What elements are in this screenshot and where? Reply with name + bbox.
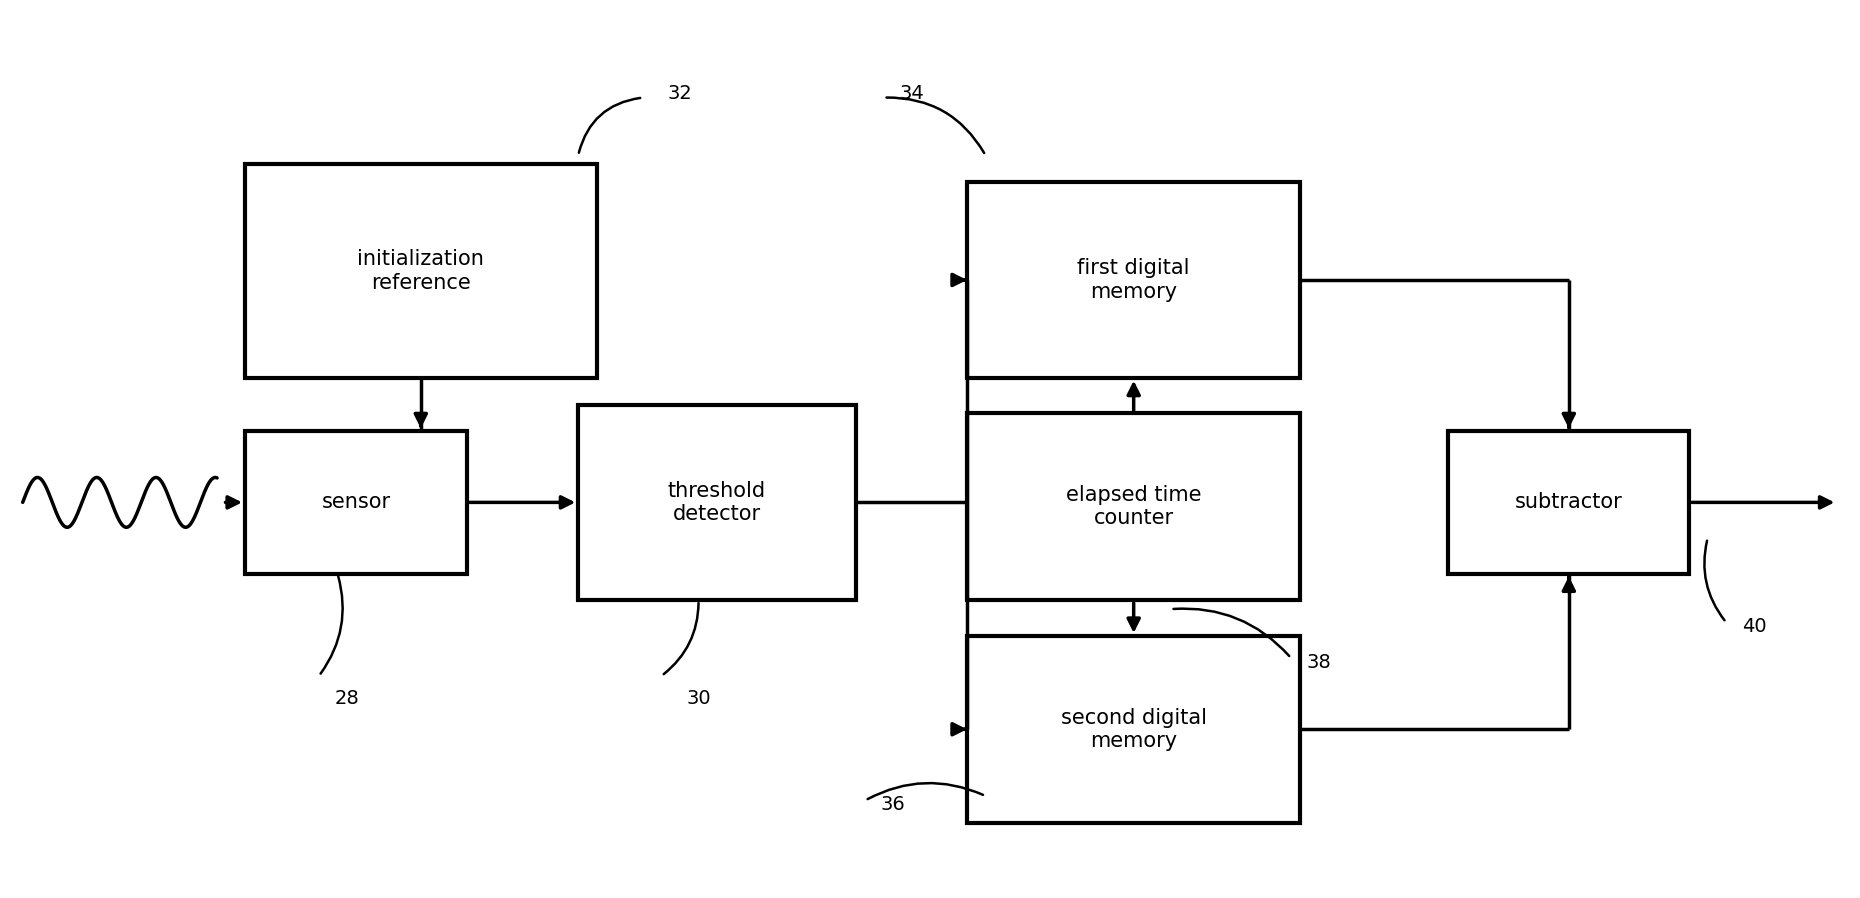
Text: subtractor: subtractor bbox=[1514, 492, 1622, 513]
Text: elapsed time
counter: elapsed time counter bbox=[1066, 485, 1202, 528]
FancyBboxPatch shape bbox=[1449, 431, 1689, 574]
FancyBboxPatch shape bbox=[246, 431, 467, 574]
Text: 30: 30 bbox=[686, 689, 711, 708]
FancyBboxPatch shape bbox=[967, 636, 1300, 823]
Text: 32: 32 bbox=[668, 84, 692, 102]
Text: 36: 36 bbox=[880, 796, 906, 814]
Text: second digital
memory: second digital memory bbox=[1060, 708, 1207, 751]
FancyBboxPatch shape bbox=[246, 164, 597, 378]
FancyBboxPatch shape bbox=[967, 413, 1300, 600]
Text: sensor: sensor bbox=[322, 492, 391, 513]
Text: 40: 40 bbox=[1741, 618, 1767, 637]
Text: 38: 38 bbox=[1306, 653, 1332, 672]
Text: threshold
detector: threshold detector bbox=[668, 480, 766, 524]
Text: initialization
reference: initialization reference bbox=[357, 250, 484, 293]
Text: 28: 28 bbox=[335, 689, 359, 708]
Text: 34: 34 bbox=[898, 84, 924, 102]
Text: first digital
memory: first digital memory bbox=[1077, 259, 1190, 302]
FancyBboxPatch shape bbox=[967, 182, 1300, 378]
FancyBboxPatch shape bbox=[578, 404, 856, 600]
